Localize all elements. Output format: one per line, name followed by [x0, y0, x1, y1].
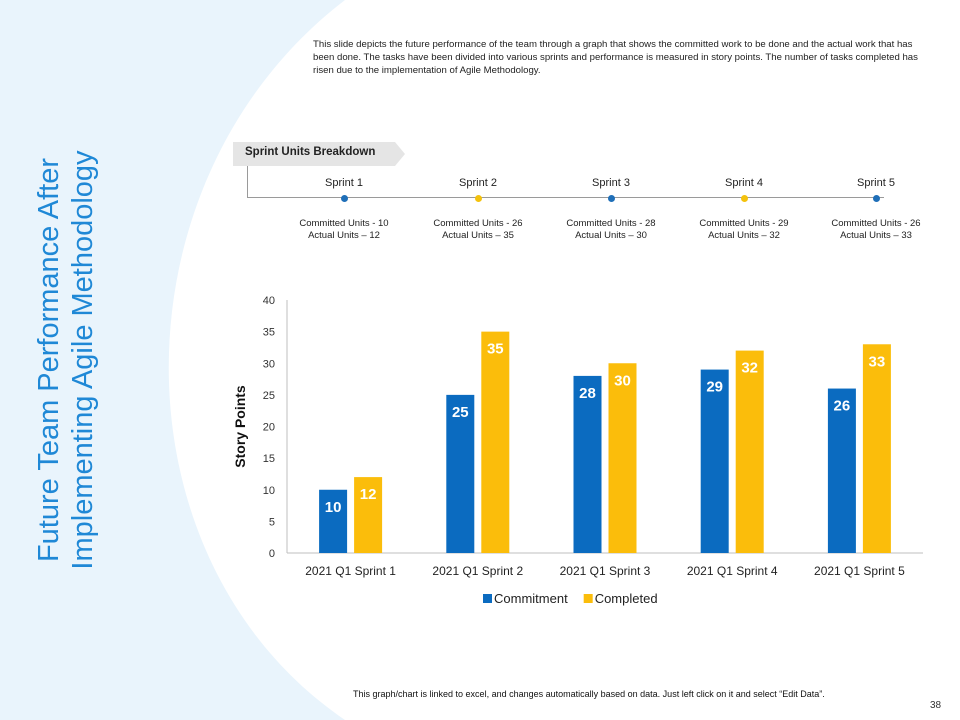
timeline-dot: [873, 195, 880, 202]
y-tick-label: 5: [269, 516, 275, 528]
y-tick-label: 35: [263, 327, 275, 339]
committed-units: Committed Units - 10: [299, 218, 389, 229]
page-number: 38: [930, 700, 942, 711]
timeline-sprint-label: Sprint 4: [725, 177, 763, 189]
slide-description: This slide depicts the future performanc…: [313, 39, 918, 76]
actual-units: Actual Units – 12: [308, 230, 380, 241]
y-tick-label: 0: [269, 548, 275, 560]
timeline-connector: [247, 166, 248, 198]
y-tick-label: 25: [263, 390, 275, 402]
legend-swatch-commitment: [483, 594, 492, 603]
legend-swatch-completed: [583, 594, 593, 603]
timeline-sprint-label: Sprint 2: [459, 177, 497, 189]
y-tick-label: 20: [263, 422, 275, 434]
data-label-completed: 33: [869, 353, 886, 370]
actual-units: Actual Units – 33: [840, 230, 912, 241]
actual-units: Actual Units – 35: [442, 230, 514, 241]
actual-units: Actual Units – 30: [575, 230, 647, 241]
committed-units: Committed Units - 26: [433, 218, 523, 229]
timeline-units: Committed Units - 29 Actual Units – 32: [679, 218, 809, 242]
y-tick-label: 30: [263, 358, 275, 370]
data-label-completed: 35: [487, 341, 504, 358]
y-tick-label: 40: [263, 295, 275, 307]
timeline-dot: [741, 195, 748, 202]
x-tick-label: 2021 Q1 Sprint 1: [305, 564, 396, 578]
timeline-banner: [233, 142, 405, 166]
bar-commitment: [827, 388, 856, 553]
committed-units: Committed Units - 28: [566, 218, 656, 229]
bar-commitment: [446, 394, 475, 553]
data-label-completed: 32: [741, 360, 758, 377]
y-tick-label: 15: [263, 453, 275, 465]
data-label-completed: 12: [360, 486, 377, 503]
bar-commitment: [573, 375, 602, 553]
bar-completed: [862, 344, 891, 553]
bar-completed: [735, 350, 764, 553]
timeline-sprint-label: Sprint 1: [325, 177, 363, 189]
x-tick-label: 2021 Q1 Sprint 3: [560, 564, 651, 578]
data-label-commitment: 26: [834, 398, 851, 415]
x-tick-label: 2021 Q1 Sprint 2: [432, 564, 523, 578]
bar-completed: [608, 363, 637, 553]
committed-units: Committed Units - 29: [699, 218, 789, 229]
committed-units: Committed Units - 26: [831, 218, 921, 229]
legend-label-completed: Completed: [595, 591, 658, 606]
timeline-dot: [341, 195, 348, 202]
data-label-commitment: 28: [579, 385, 596, 402]
timeline-sprint-label: Sprint 3: [592, 177, 630, 189]
data-label-completed: 30: [614, 372, 631, 389]
data-label-commitment: 29: [706, 379, 723, 396]
bar-completed: [354, 477, 383, 553]
footer-note: This graph/chart is linked to excel, and…: [353, 689, 825, 699]
timeline-units: Committed Units - 28 Actual Units – 30: [546, 218, 676, 242]
timeline-sprint-label: Sprint 5: [857, 177, 895, 189]
timeline-units: Committed Units - 26 Actual Units – 33: [811, 218, 941, 242]
bar-completed: [481, 331, 510, 553]
x-tick-label: 2021 Q1 Sprint 5: [814, 564, 905, 578]
timeline-heading: Sprint Units Breakdown: [245, 146, 376, 158]
banner-arrow-shape: [233, 142, 405, 166]
data-label-commitment: 25: [452, 404, 469, 421]
timeline-line: [248, 197, 884, 198]
data-label-commitment: 10: [325, 499, 342, 516]
y-axis-label: Story Points: [232, 385, 248, 468]
y-tick-label: 10: [263, 485, 275, 497]
bar-commitment: [700, 369, 729, 553]
timeline-dot: [608, 195, 615, 202]
timeline-units: Committed Units - 26 Actual Units – 35: [413, 218, 543, 242]
legend-label-commitment: Commitment: [494, 591, 568, 606]
actual-units: Actual Units – 32: [708, 230, 780, 241]
bar-commitment: [319, 489, 348, 553]
timeline-dot: [475, 195, 482, 202]
x-tick-label: 2021 Q1 Sprint 4: [687, 564, 778, 578]
timeline-units: Committed Units - 10 Actual Units – 12: [279, 218, 409, 242]
